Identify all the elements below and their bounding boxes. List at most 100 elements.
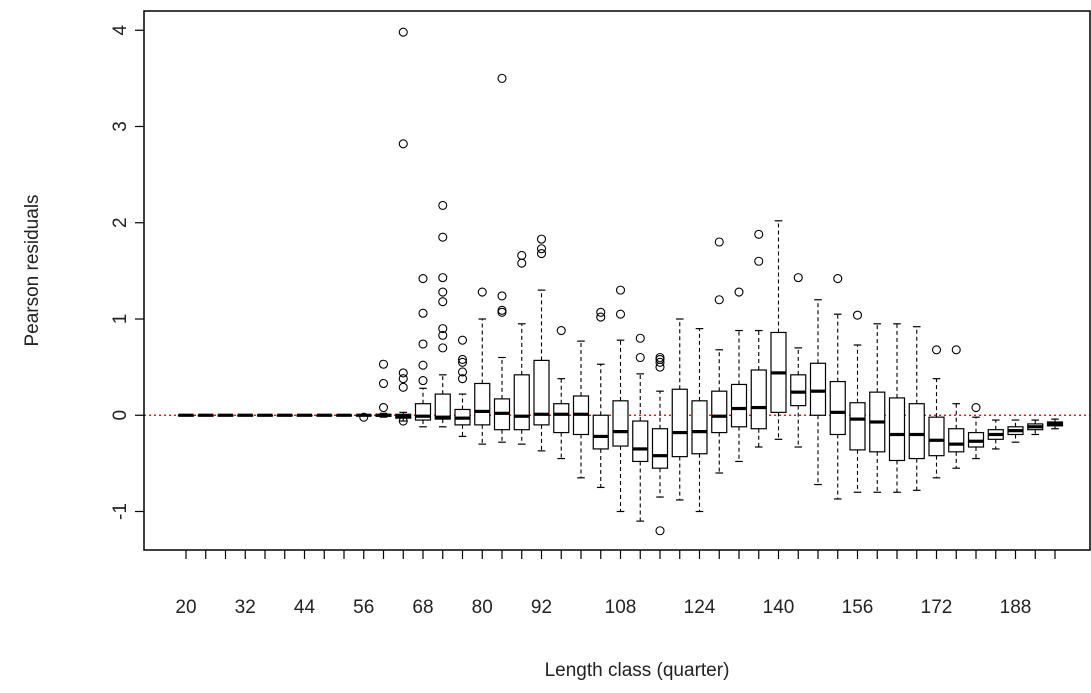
box [493,73,511,443]
outlier-point [971,402,981,413]
outlier-point [517,250,527,261]
box-rect [750,369,767,430]
y-tick-label: 3 [110,121,131,132]
x-tick-label: 32 [235,597,256,618]
box [750,229,767,448]
box [513,250,530,445]
box-rect [533,359,550,426]
outlier-point [655,352,665,363]
box-rect [849,402,866,451]
outlier-point [951,345,961,355]
box [869,323,886,493]
y-tick-label: 1 [110,314,131,325]
box [217,413,234,417]
box-rect [908,403,925,460]
outlier-point [517,258,527,268]
outlier-point [536,249,547,259]
outlier-point [655,526,665,536]
outlier-point [635,352,645,363]
box [790,273,807,448]
box [197,413,214,417]
box [770,220,787,440]
box [1027,419,1044,436]
outlier-point [477,287,487,297]
box [256,413,274,417]
box-rect [553,403,570,434]
box-rect [829,380,846,436]
outlier-point [852,310,863,320]
outlier-point [398,374,408,384]
outlier-point [398,139,408,149]
box [632,333,649,522]
outlier-point [497,307,507,317]
box [691,328,708,513]
box [434,200,451,428]
outlier-point [734,287,744,297]
outlier-point [378,378,389,389]
box [928,345,945,479]
y-axis: -1 0 1 2 3 4 [110,25,144,520]
outlier-point [833,274,843,284]
outlier-point [754,256,764,266]
outlier-point [359,412,369,422]
outlier-point [635,333,645,343]
x-tick-label: 44 [294,597,316,618]
outlier-point [418,308,428,318]
outlier-point [596,307,606,317]
box-rect [888,397,906,462]
box [849,310,866,493]
box [395,27,412,426]
box-rect [671,388,688,458]
outlier-point [438,287,448,297]
box [296,413,313,417]
outlier-point [418,339,428,349]
box-rect [651,428,669,469]
outlier-point [457,374,468,384]
box-rect [691,400,708,455]
outlier-point [457,367,468,377]
outlier-point [438,273,448,283]
outlier-point [418,274,428,284]
x-axis: 20 32 44 56 68 80 92 108 124 140 156 172 188 [175,550,1056,618]
box-series [177,27,1064,536]
outlier-point [398,416,408,426]
outlier-point [457,354,468,364]
outlier-point [536,234,547,244]
outlier-point [438,232,448,242]
box-rect [948,428,965,453]
outlier-point [497,73,507,83]
outlier-point [714,237,724,247]
box [671,318,688,501]
outlier-point [615,309,626,319]
y-axis-title: Pearson residuals [22,194,43,346]
outlier-point [596,312,606,322]
box [316,413,333,417]
outlier-point [497,291,507,301]
x-tick-label: 92 [531,597,552,618]
box [592,307,609,489]
outlier-point [398,368,408,378]
outlier-point [754,229,764,239]
box-rect [928,416,945,457]
x-tick-label: 156 [842,597,874,618]
outlier-point [438,330,448,340]
box [612,285,629,513]
x-tick-label: 172 [921,597,953,618]
box [237,413,254,417]
outlier-point [438,297,448,307]
outlier-point [378,359,389,369]
x-tick-label: 56 [353,597,374,618]
box [572,340,590,479]
box [908,326,925,491]
x-tick-label: 68 [412,597,433,618]
outlier-point [931,345,942,355]
box [375,359,392,418]
y-tick-label: 2 [110,217,131,228]
outlier-point [714,295,724,305]
outlier-point [793,273,803,283]
outlier-point [655,362,665,372]
box-rect [513,374,530,431]
box [651,352,669,536]
outlier-point [438,324,448,334]
box [335,413,353,417]
